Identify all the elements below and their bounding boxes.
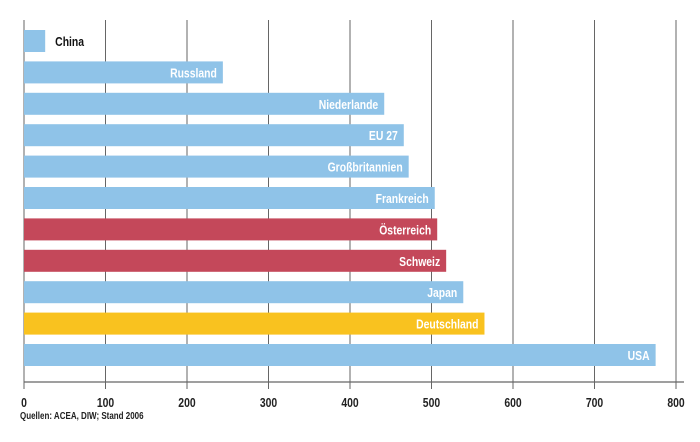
bar-label: Russland	[170, 66, 217, 80]
bar	[24, 344, 656, 366]
bar-label: China	[55, 35, 84, 49]
bar-label: Japan	[427, 286, 457, 300]
x-tick-label: 700	[586, 396, 604, 410]
bar-label: Schweiz	[399, 255, 440, 269]
bar	[24, 218, 438, 241]
bar-label: Deutschland	[416, 318, 478, 332]
bar	[24, 281, 464, 304]
x-tick-label: 0	[21, 396, 27, 410]
x-tick-label: 600	[504, 396, 522, 410]
x-tick-label: 100	[97, 396, 115, 410]
bar	[24, 30, 46, 52]
x-tick-label: 800	[667, 396, 685, 410]
bar	[24, 312, 485, 335]
bar	[24, 92, 385, 115]
source-note: Quellen: ACEA, DIW; Stand 2006	[20, 411, 144, 422]
bar	[24, 124, 404, 147]
x-tick-label: 300	[260, 396, 278, 410]
bar-label: EU 27	[369, 129, 398, 143]
bar-label: Großbritannien	[328, 161, 403, 175]
bar	[24, 155, 409, 178]
bar-label: Österreich	[379, 223, 431, 237]
bar-label: Niederlande	[319, 98, 379, 112]
bar-label: USA	[628, 349, 650, 363]
bar	[24, 187, 435, 209]
bar	[24, 61, 223, 84]
x-tick-label: 500	[423, 396, 441, 410]
bar	[24, 249, 447, 272]
x-tick-label: 400	[341, 396, 359, 410]
bar-label: Frankreich	[376, 192, 429, 206]
x-tick-label: 200	[178, 396, 196, 410]
